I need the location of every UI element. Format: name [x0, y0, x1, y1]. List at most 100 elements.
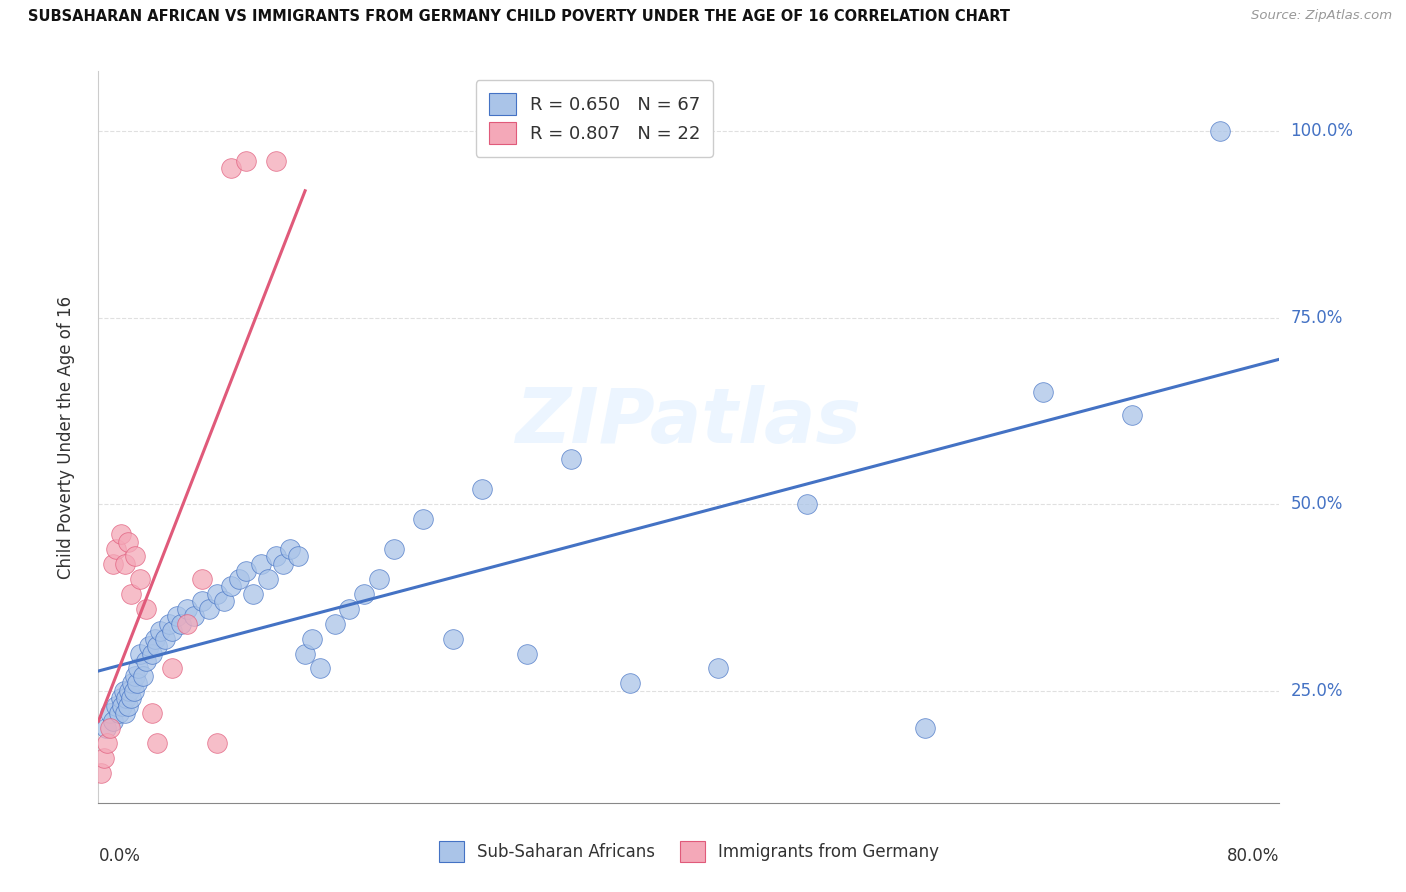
Point [337, 601, 360, 615]
Point [1121, 408, 1143, 422]
Point [707, 661, 730, 675]
Point [115, 691, 138, 706]
Point [124, 669, 146, 683]
Point [212, 594, 235, 608]
Point [127, 661, 149, 675]
Point [368, 572, 391, 586]
Text: 25.0%: 25.0% [1291, 681, 1343, 700]
Y-axis label: Child Poverty Under the Age of 16: Child Poverty Under the Age of 16 [56, 295, 75, 579]
Point [120, 691, 142, 706]
Point [471, 483, 494, 497]
Point [323, 616, 346, 631]
Point [560, 452, 582, 467]
Point [90, 766, 112, 780]
Point [191, 594, 214, 608]
Point [117, 698, 139, 713]
Point [166, 609, 188, 624]
Point [1209, 124, 1232, 138]
Point [250, 557, 273, 571]
Point [796, 497, 818, 511]
Point [309, 661, 332, 675]
Point [94, 721, 117, 735]
Text: SUBSAHARAN AFRICAN VS IMMIGRANTS FROM GERMANY CHILD POVERTY UNDER THE AGE OF 16 : SUBSAHARAN AFRICAN VS IMMIGRANTS FROM GE… [28, 9, 1010, 24]
Point [122, 683, 145, 698]
Point [1032, 385, 1054, 400]
Point [183, 609, 205, 624]
Point [235, 153, 257, 168]
Point [228, 572, 250, 586]
Point [103, 714, 125, 728]
Point [132, 669, 155, 683]
Point [103, 557, 125, 571]
Point [176, 601, 198, 615]
Point [242, 587, 264, 601]
Text: 50.0%: 50.0% [1291, 495, 1343, 513]
Point [264, 153, 287, 168]
Point [287, 549, 309, 564]
Text: 100.0%: 100.0% [1291, 122, 1354, 140]
Point [108, 706, 131, 721]
Point [146, 736, 169, 750]
Point [257, 572, 280, 586]
Point [118, 683, 141, 698]
Point [111, 698, 134, 713]
Point [264, 549, 287, 564]
Point [120, 587, 142, 601]
Point [96, 736, 118, 750]
Point [121, 676, 143, 690]
Point [105, 542, 128, 557]
Text: 75.0%: 75.0% [1291, 309, 1343, 326]
Point [110, 527, 132, 541]
Point [157, 616, 180, 631]
Legend: Sub-Saharan Africans, Immigrants from Germany: Sub-Saharan Africans, Immigrants from Ge… [425, 828, 953, 875]
Point [219, 579, 242, 593]
Point [110, 691, 132, 706]
Point [515, 647, 537, 661]
Point [235, 565, 257, 579]
Point [353, 587, 375, 601]
Point [146, 639, 169, 653]
Point [205, 587, 228, 601]
Point [412, 512, 434, 526]
Point [112, 683, 135, 698]
Point [114, 557, 136, 571]
Point [271, 557, 294, 571]
Point [162, 624, 183, 639]
Point [162, 661, 183, 675]
Point [219, 161, 242, 176]
Point [141, 647, 163, 661]
Point [135, 601, 157, 615]
Point [105, 698, 128, 713]
Text: ZIPatlas: ZIPatlas [516, 385, 862, 459]
Point [301, 632, 323, 646]
Point [198, 601, 221, 615]
Point [93, 751, 115, 765]
Text: 80.0%: 80.0% [1227, 847, 1279, 864]
Point [205, 736, 228, 750]
Point [382, 542, 405, 557]
Point [441, 632, 464, 646]
Point [141, 706, 163, 721]
Point [124, 549, 146, 564]
Point [294, 647, 316, 661]
Point [135, 654, 157, 668]
Point [114, 706, 136, 721]
Point [914, 721, 936, 735]
Point [128, 647, 150, 661]
Point [98, 706, 121, 721]
Text: Source: ZipAtlas.com: Source: ZipAtlas.com [1251, 9, 1392, 22]
Point [619, 676, 641, 690]
Point [143, 632, 166, 646]
Point [98, 721, 121, 735]
Point [149, 624, 172, 639]
Point [138, 639, 160, 653]
Point [117, 534, 139, 549]
Point [191, 572, 214, 586]
Point [278, 542, 302, 557]
Text: 0.0%: 0.0% [98, 847, 141, 864]
Point [153, 632, 176, 646]
Point [170, 616, 193, 631]
Point [125, 676, 148, 690]
Point [176, 616, 198, 631]
Point [128, 572, 150, 586]
